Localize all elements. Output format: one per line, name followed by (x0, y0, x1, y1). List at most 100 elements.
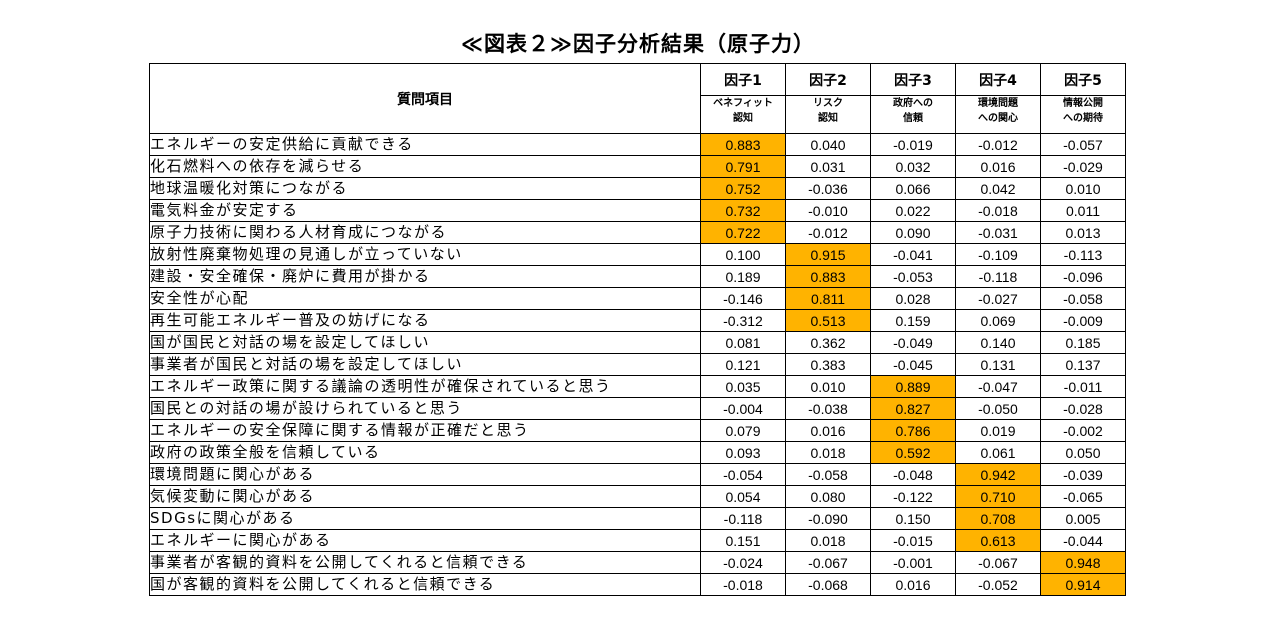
question-item: 国が国民と対話の場を設定してほしい (149, 331, 701, 354)
factor-5-loading: -0.011 (1040, 375, 1126, 398)
factor-5-label: 情報公開 への期待 (1040, 95, 1126, 134)
question-item: 環境問題に関心がある (149, 463, 701, 486)
factor-4-loading: -0.118 (955, 265, 1041, 288)
factor-2-loading: 0.018 (785, 529, 871, 552)
factor-2-loading: -0.012 (785, 221, 871, 244)
factor-5-loading: 0.010 (1040, 177, 1126, 200)
factor-3-loading: -0.122 (870, 485, 956, 508)
factor-5-loading: -0.065 (1040, 485, 1126, 508)
factor-1-loading: 0.732 (700, 199, 786, 222)
factor-4-loading: 0.613 (955, 529, 1041, 552)
question-item: 気候変動に関心がある (149, 485, 701, 508)
factor-5-loading: 0.050 (1040, 441, 1126, 464)
factor-3-loading: 0.592 (870, 441, 956, 464)
table-row: 事業者が国民と対話の場を設定してほしい 0.121 0.383 -0.045 0.131… (149, 353, 1126, 376)
factor-1-loading: 0.791 (700, 155, 786, 178)
factor-3-loading: -0.041 (870, 243, 956, 266)
question-item: 原子力技術に関わる人材育成につながる (149, 221, 701, 244)
factor-2-loading: -0.068 (785, 573, 871, 596)
factor-3-loading: -0.049 (870, 331, 956, 354)
factor-1-loading: -0.146 (700, 287, 786, 310)
factor-4-loading: -0.027 (955, 287, 1041, 310)
factor-3-loading: 0.150 (870, 507, 956, 530)
factor-5-header: 因子5 (1040, 63, 1126, 96)
table-row: 国が国民と対話の場を設定してほしい 0.081 0.362 -0.049 0.140 0.… (149, 331, 1126, 354)
factor-4-loading: -0.050 (955, 397, 1041, 420)
factor-2-loading: 0.915 (785, 243, 871, 266)
table-header: 質問項目 因子1 因子2 因子3 因子4 因子5 ベネフィット 認知 リスク 認… (149, 63, 1126, 134)
factor-2-loading: 0.080 (785, 485, 871, 508)
factor-4-loading: 0.140 (955, 331, 1041, 354)
table-row: 安全性が心配 -0.146 0.811 0.028 -0.027 -0.058 (149, 287, 1126, 310)
table-row: 建設・安全確保・廃炉に費用が掛かる 0.189 0.883 -0.053 -0.118-… (149, 265, 1126, 288)
question-item: 電気料金が安定する (149, 199, 701, 222)
factor-4-header: 因子4 (955, 63, 1041, 96)
question-item: 事業者が国民と対話の場を設定してほしい (149, 353, 701, 376)
factor-3-loading: 0.028 (870, 287, 956, 310)
factor-3-loading: 0.786 (870, 419, 956, 442)
question-item: 国民との対話の場が設けられていると思う (149, 397, 701, 420)
factor-1-loading: 0.054 (700, 485, 786, 508)
table-row: 環境問題に関心がある -0.054 -0.058 -0.048 0.942 -0.039 (149, 463, 1126, 486)
factor-1-loading: -0.024 (700, 551, 786, 574)
table-body: エネルギーの安定供給に貢献できる 0.883 0.040 -0.019 -0.012 -0… (149, 133, 1126, 596)
factor-5-loading: -0.057 (1040, 133, 1126, 156)
factor-3-loading: 0.159 (870, 309, 956, 332)
factor-5-loading: 0.185 (1040, 331, 1126, 354)
question-item: 建設・安全確保・廃炉に費用が掛かる (149, 265, 701, 288)
factor-2-label: リスク 認知 (785, 95, 871, 134)
question-item: エネルギーの安全保障に関する情報が正確だと思う (149, 419, 701, 442)
factor-1-loading: 0.189 (700, 265, 786, 288)
factor-3-loading: 0.090 (870, 221, 956, 244)
factor-4-loading: 0.042 (955, 177, 1041, 200)
factor-4-loading: 0.942 (955, 463, 1041, 486)
factor-5-loading: -0.029 (1040, 155, 1126, 178)
question-item: エネルギーの安定供給に貢献できる (149, 133, 701, 156)
factor-2-loading: 0.811 (785, 287, 871, 310)
factor-3-loading: -0.053 (870, 265, 956, 288)
factor-4-loading: -0.052 (955, 573, 1041, 596)
factor-4-loading: 0.069 (955, 309, 1041, 332)
factor-4-loading: -0.047 (955, 375, 1041, 398)
table-row: 国民との対話の場が設けられていると思う -0.004 -0.038 0.827 -0.0… (149, 397, 1126, 420)
factor-5-loading: -0.028 (1040, 397, 1126, 420)
factor-3-loading: -0.015 (870, 529, 956, 552)
table-row: 事業者が客観的資料を公開してくれると信頼できる -0.024 -0.067 -0.00… (149, 551, 1126, 574)
question-item: エネルギー政策に関する議論の透明性が確保されていると思う (149, 375, 701, 398)
factor-1-label: ベネフィット 認知 (700, 95, 786, 134)
factor-3-loading: 0.022 (870, 199, 956, 222)
factor-4-loading: 0.131 (955, 353, 1041, 376)
question-item: 再生可能エネルギー普及の妨げになる (149, 309, 701, 332)
factor-3-loading: 0.016 (870, 573, 956, 596)
factor-2-loading: -0.036 (785, 177, 871, 200)
factor-5-loading: -0.096 (1040, 265, 1126, 288)
factor-5-loading: 0.137 (1040, 353, 1126, 376)
factor-5-loading: 0.948 (1040, 551, 1126, 574)
factor-4-loading: -0.031 (955, 221, 1041, 244)
factor-1-loading: 0.035 (700, 375, 786, 398)
question-item: 地球温暖化対策につながる (149, 177, 701, 200)
factor-5-loading: -0.058 (1040, 287, 1126, 310)
factor-1-loading: 0.079 (700, 419, 786, 442)
factor-4-loading: 0.061 (955, 441, 1041, 464)
factor-5-loading: -0.113 (1040, 243, 1126, 266)
factor-label-row: ベネフィット 認知 リスク 認知 政府への 信頼 環境問題 への関心 情報公開 … (150, 95, 1126, 134)
factor-5-loading: -0.044 (1040, 529, 1126, 552)
question-item: 国が客観的資料を公開してくれると信頼できる (149, 573, 701, 596)
factor-4-loading: 0.710 (955, 485, 1041, 508)
question-item: 事業者が客観的資料を公開してくれると信頼できる (149, 551, 701, 574)
factor-2-loading: -0.090 (785, 507, 871, 530)
question-item: エネルギーに関心がある (149, 529, 701, 552)
item-column-header: 質問項目 (149, 63, 701, 134)
factor-2-loading: 0.883 (785, 265, 871, 288)
factor-4-loading: -0.018 (955, 199, 1041, 222)
factor-2-loading: 0.018 (785, 441, 871, 464)
factor-1-loading: -0.004 (700, 397, 786, 420)
table-row: 再生可能エネルギー普及の妨げになる -0.312 0.513 0.159 0.069 -0… (149, 309, 1126, 332)
factor-1-loading: 0.883 (700, 133, 786, 156)
factor-1-loading: -0.312 (700, 309, 786, 332)
factor-2-loading: -0.067 (785, 551, 871, 574)
factor-5-loading: 0.013 (1040, 221, 1126, 244)
factor-1-loading: 0.752 (700, 177, 786, 200)
table-row: 政府の政策全般を信頼している 0.093 0.018 0.592 0.061 0.050 (149, 441, 1126, 464)
